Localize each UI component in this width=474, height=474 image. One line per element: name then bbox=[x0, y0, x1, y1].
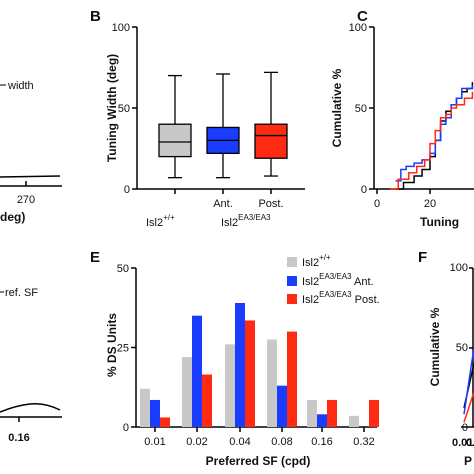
panel-e-xlabel: Preferred SF (cpd) bbox=[206, 454, 311, 468]
panel-e-xtick-0.08: 0.08 bbox=[271, 436, 292, 448]
panel-d-xtick: 0.16 bbox=[8, 432, 29, 444]
panel-e-bar-post-0.01 bbox=[160, 417, 170, 427]
panel-b-group-wt-sup: +/+ bbox=[163, 213, 175, 222]
panel-b-box-wt bbox=[158, 123, 192, 158]
panel-e-bar-ant-0.16 bbox=[317, 414, 327, 427]
panel-e-xtick-0.32: 0.32 bbox=[353, 436, 374, 448]
panel-f-xlabel: P bbox=[464, 454, 472, 468]
panel-c-line-post bbox=[390, 91, 474, 190]
panel-c-letter: C bbox=[357, 8, 368, 25]
panel-b-ytick-50: 50 bbox=[118, 103, 130, 115]
panel-e-legend: Isl2+/+ Isl2EA3/EA3 Ant. Isl2EA3/EA3 Pos… bbox=[287, 253, 380, 306]
panel-e-xtick-0.04: 0.04 bbox=[229, 436, 250, 448]
panel-b-ytick-0: 0 bbox=[124, 184, 130, 196]
panel-c-xlabel: Tuning bbox=[420, 215, 459, 229]
panel-b: B Tuning Width (deg) 0 50 100 Ant. Post. I… bbox=[90, 8, 305, 229]
panel-f-ytick-50: 50 bbox=[456, 342, 468, 354]
panel-f-ytick-0: 0 bbox=[462, 422, 468, 434]
panel-e-bar-ant-0.04 bbox=[235, 302, 245, 427]
panel-e-bar-wt-0.02 bbox=[182, 357, 192, 427]
panel-e-bar-wt-0.08 bbox=[267, 339, 277, 427]
panel-e-bar-wt-0.04 bbox=[225, 344, 235, 427]
panel-e-legend-post: Isl2EA3/EA3 Post. bbox=[302, 290, 380, 306]
panel-f-ytick-100: 100 bbox=[450, 262, 468, 274]
panel-e-bar-ant-0.01 bbox=[150, 399, 160, 427]
panel-e-xtick-0.01: 0.01 bbox=[144, 436, 165, 448]
panel-a-xlabel: deg) bbox=[0, 210, 25, 224]
panel-e-bar-ant-0.02 bbox=[192, 315, 202, 427]
panel-e-ylabel: % DS Units bbox=[105, 313, 119, 377]
panel-e-bar-post-0.32 bbox=[369, 399, 379, 427]
panel-e-bar-post-0.02 bbox=[202, 374, 212, 427]
panel-a: width 270 deg) bbox=[0, 80, 62, 224]
panel-c: C Cumulative % 0 50 100 0 20 Tuning bbox=[330, 8, 474, 229]
panel-c-ylabel: Cumulative % bbox=[330, 68, 344, 147]
panel-e-bar-post-0.16 bbox=[327, 399, 337, 427]
panel-f-line-post bbox=[463, 391, 474, 423]
panel-e-legend-ant: Isl2EA3/EA3 Ant. bbox=[302, 272, 374, 288]
panel-c-line-ant bbox=[395, 85, 474, 182]
panel-e-ytick-0: 0 bbox=[123, 422, 129, 434]
panel-f-xtick-0: 0.01 bbox=[452, 437, 473, 449]
panel-e-xtick-0.16: 0.16 bbox=[311, 436, 332, 448]
panel-e-legend-swatch-ant bbox=[287, 276, 297, 286]
panel-b-letter: B bbox=[90, 8, 101, 25]
panel-e-letter: E bbox=[90, 249, 100, 266]
panel-b-group-wt-base: Isl2 bbox=[146, 217, 163, 229]
panel-e-ytick-25: 25 bbox=[117, 343, 129, 355]
panel-e-xtick-0.02: 0.02 bbox=[186, 436, 207, 448]
panel-c-xtick-0: 0 bbox=[374, 198, 380, 210]
panel-b-ytick-100: 100 bbox=[112, 22, 130, 34]
panel-e-bar-ant-0.08 bbox=[277, 385, 287, 427]
panel-e-bar-post-0.04 bbox=[245, 320, 255, 427]
panel-e-legend-swatch-wt bbox=[287, 257, 297, 267]
panel-f-ylabel: Cumulative % bbox=[428, 307, 442, 386]
panel-d: ref. SF 0.16 bbox=[0, 287, 62, 444]
panel-d-legend-text: ref. SF bbox=[5, 287, 38, 299]
panel-f: F Cumulative % 100 50 0 0.01 0.0 P bbox=[418, 249, 474, 468]
panel-e-ytick-50: 50 bbox=[117, 263, 129, 275]
panel-e-bar-wt-0.16 bbox=[307, 399, 317, 427]
panel-a-curve bbox=[0, 175, 61, 178]
panel-c-ytick-100: 100 bbox=[349, 22, 367, 34]
panel-b-group-mut: Isl2EA3/EA3 bbox=[221, 213, 271, 229]
panel-e-legend-wt: Isl2+/+ bbox=[302, 253, 331, 269]
panel-b-xtick-ant: Ant. bbox=[213, 198, 233, 210]
panel-c-ytick-50: 50 bbox=[355, 103, 367, 115]
panel-e: E % DS Units 0 25 50 0.01 0.02 0.04 0.08 0.16 0… bbox=[90, 249, 380, 468]
panel-a-legend-text: width bbox=[7, 80, 34, 92]
panel-b-group-mut-sup: EA3/EA3 bbox=[238, 213, 271, 222]
panel-d-curve bbox=[0, 403, 61, 413]
panel-b-group-mut-base: Isl2 bbox=[221, 217, 238, 229]
panel-e-legend-swatch-post bbox=[287, 294, 297, 304]
panel-e-bar-wt-0.32 bbox=[349, 415, 359, 427]
panel-b-box-post bbox=[254, 123, 288, 159]
panel-b-group-wt: Isl2+/+ bbox=[146, 213, 175, 229]
panel-f-line-ant bbox=[463, 347, 474, 415]
panel-c-xtick-20: 20 bbox=[424, 198, 436, 210]
panel-c-ytick-0: 0 bbox=[361, 184, 367, 196]
panel-b-ylabel: Tuning Width (deg) bbox=[105, 54, 119, 162]
panel-e-bar-wt-0.01 bbox=[140, 388, 150, 427]
panel-a-xtick: 270 bbox=[17, 194, 35, 206]
panel-f-letter: F bbox=[418, 249, 427, 266]
panel-e-bar-post-0.08 bbox=[287, 331, 297, 427]
panel-b-xtick-post: Post. bbox=[258, 198, 283, 210]
panel-f-xtick-1: 0.0 bbox=[466, 437, 474, 449]
